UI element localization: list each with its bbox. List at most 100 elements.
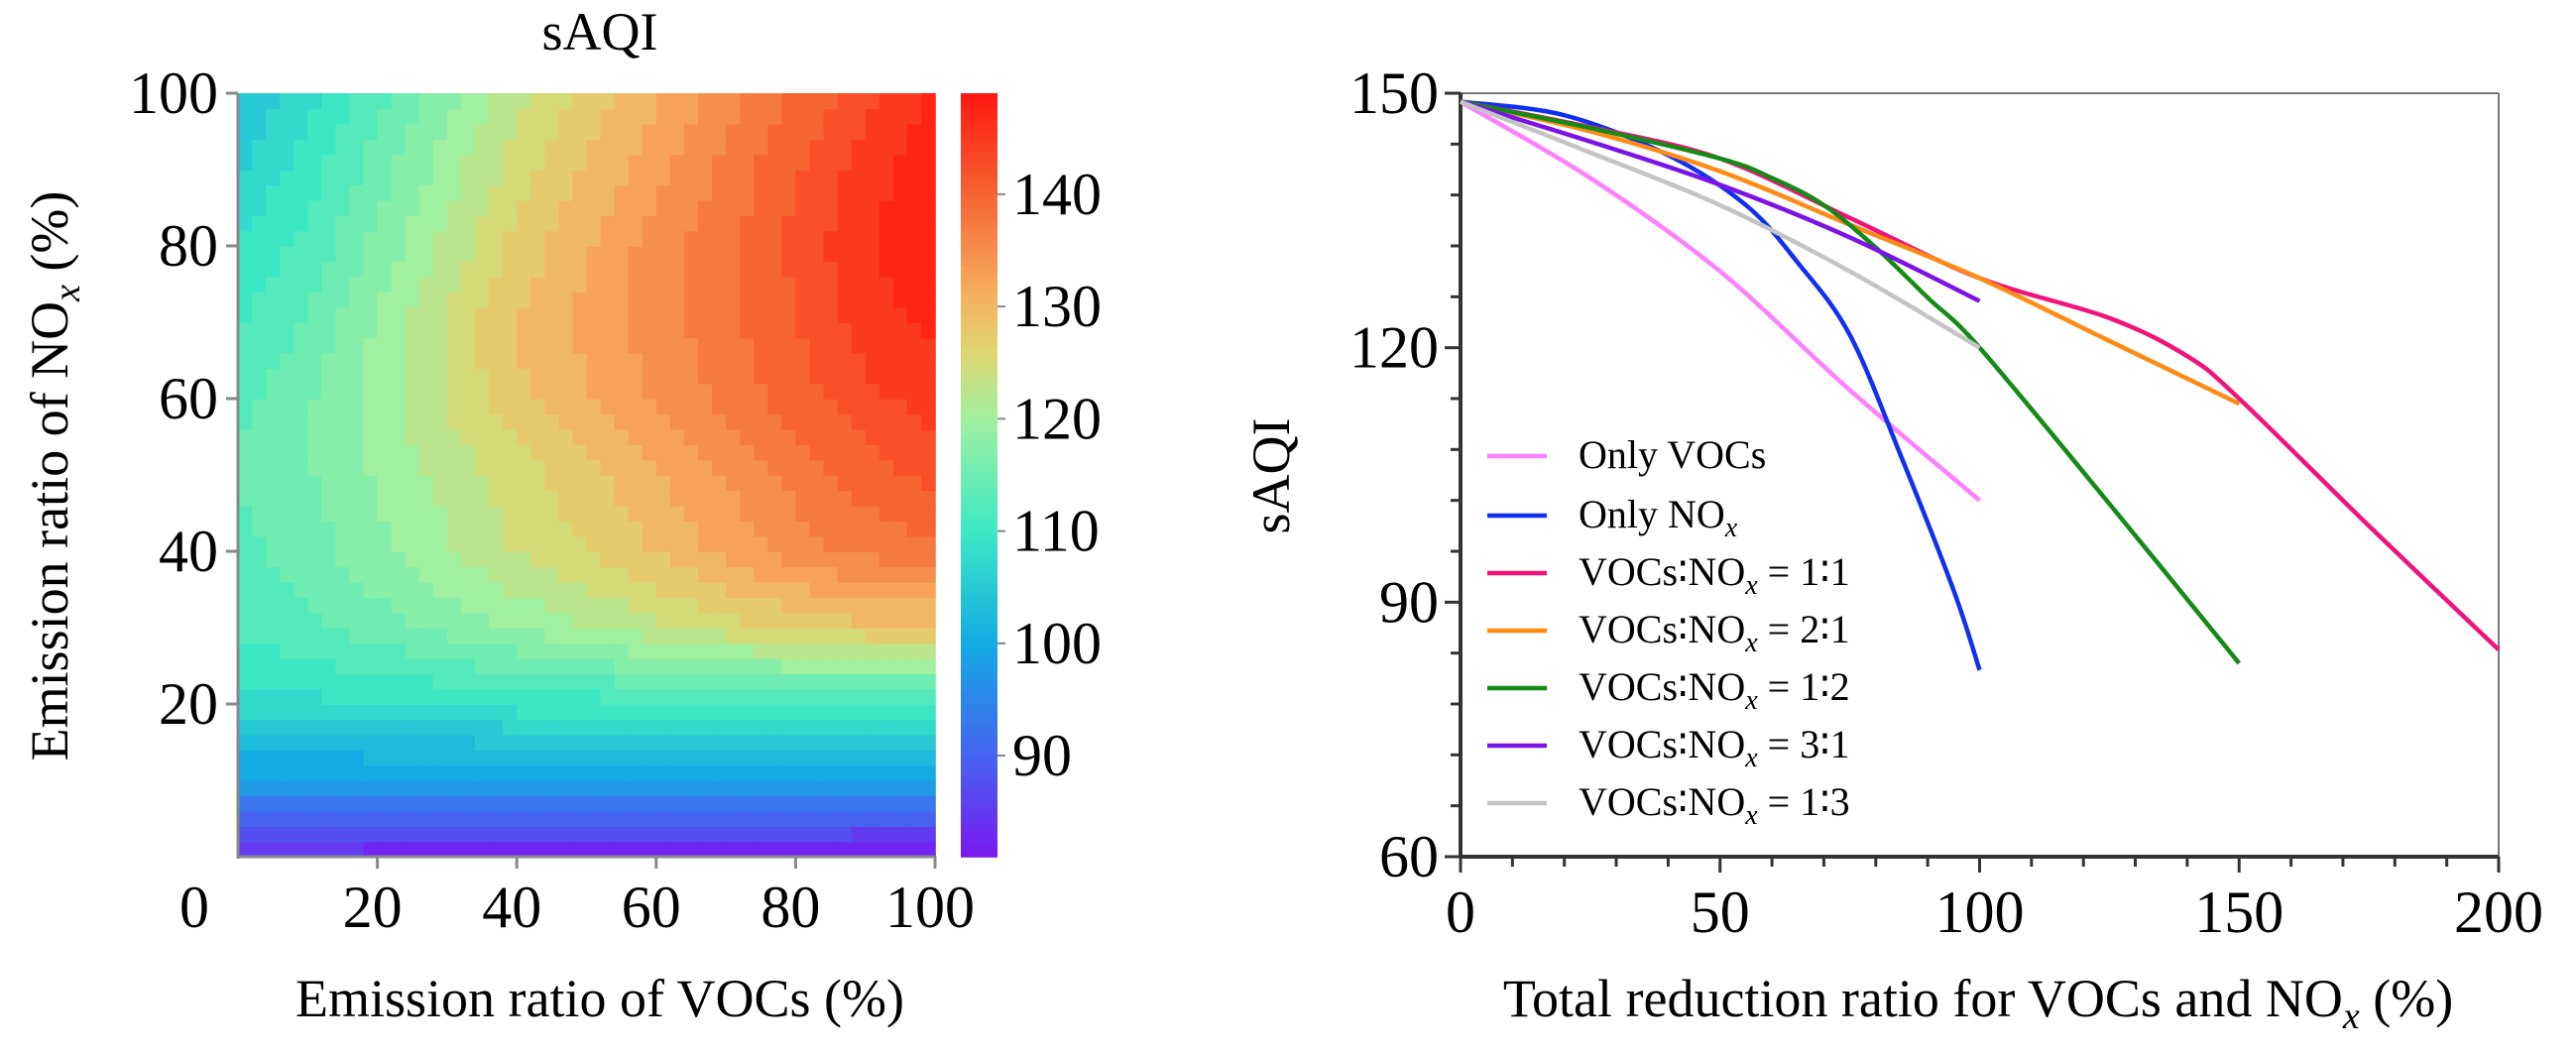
heatmap-cell [851,383,867,400]
heatmap-cell [280,750,295,766]
heatmap-cell [655,261,671,278]
heatmap-cell [517,108,532,125]
heatmap-cell [307,337,323,354]
heatmap-cell [446,352,462,369]
heatmap-cell [795,810,811,827]
heatmap-cell [530,292,546,308]
colorbar-segment [961,118,997,126]
heatmap-cell [767,673,783,690]
heatmap-cell [586,535,602,552]
heatmap-cell [252,459,267,476]
heatmap-cell [809,780,825,797]
heatmap-cell [432,734,448,751]
heatmap-cell [809,657,825,674]
heatmap-cell [363,734,379,751]
heatmap-cell [418,199,434,216]
heatmap-cell [809,612,825,629]
heatmap-cell [321,673,337,690]
heatmap-cell [795,826,811,843]
colorbar-segment [961,640,997,648]
heatmap-cell [293,139,309,156]
heatmap-cell [920,322,936,339]
heatmap-cell [712,566,727,583]
heatmap-cell [432,566,448,583]
heatmap-cell [851,795,867,812]
heatmap-cell [391,230,407,247]
heatmap-cell [865,459,880,476]
heatmap-cell [781,292,797,308]
heatmap-cell [460,276,476,293]
heatmap-cell [460,123,476,140]
heatmap-cell [878,444,894,461]
heatmap-cell [683,597,699,614]
heatmap-cell [740,444,756,461]
heatmap-cell [238,413,253,430]
heatmap-cell [906,657,922,674]
heatmap-cell [517,322,532,339]
heatmap-cell [823,199,839,216]
heatmap-cell [726,139,741,156]
heatmap-cell [391,108,407,125]
heatmap-cell [544,750,560,766]
heatmap-cell [307,826,323,843]
heatmap-cell [683,170,699,186]
heatmap-cell [446,750,462,766]
heatmap-cell [586,399,602,415]
heatmap-cell [418,551,434,568]
heatmap-cell [280,123,295,140]
heatmap-cell [642,581,657,598]
heatmap-cell [252,428,267,445]
heatmap-cell [906,261,922,278]
heatmap-cell [767,368,783,385]
heatmap-cell [851,108,867,125]
heatmap-cell [697,170,713,186]
heatmap-cell [377,490,393,507]
heatmap-cell [878,93,894,110]
heatmap-cell [837,475,853,492]
heatmap-cell [795,123,811,140]
heatmap-cell [795,444,811,461]
heatmap-cell [878,399,894,415]
heatmap-cell [307,184,323,201]
heatmap-cell [683,628,699,644]
heatmap-cell [851,322,867,339]
heatmap-cell [377,428,393,445]
heatmap-cell [489,399,504,415]
heatmap-cell [266,826,281,843]
heatmap-cell [614,139,630,156]
heatmap-cell [252,413,267,430]
heatmap-cell [349,810,365,827]
heatmap-cell [600,383,616,400]
heatmap-cell [418,566,434,583]
heatmap-cell [307,459,323,476]
heatmap-cell [363,261,379,278]
heatmap-cell [586,643,602,659]
heatmap-cell [252,215,267,232]
heatmap-cell [754,413,769,430]
heatmap-cell [600,795,616,812]
heatmap-cell [377,688,393,705]
heatmap-cell [837,383,853,400]
heatmap-cell [335,673,351,690]
heatmap-cell [642,368,657,385]
heatmap-cell [837,108,853,125]
heatmap-cell [892,306,908,323]
legend-label-main: VOCs∶NO [1579,607,1745,651]
heatmap-cell [906,704,922,721]
heatmap-cell [293,826,309,843]
heatmap-cell [544,764,560,781]
heatmap-cell [795,383,811,400]
heatmap-cell [517,810,532,827]
heatmap-cell [489,612,504,629]
heatmap-cell [712,810,727,827]
heatmap-cell [432,444,448,461]
heatmap-cell [726,215,741,232]
heatmap-cell [558,688,574,705]
heatmap-cell [460,780,476,797]
heatmap-cell [377,704,393,721]
heatmap-cell [865,123,880,140]
colorbar-segment [961,386,997,394]
heatmap-cell [460,841,476,858]
heatmap-cell [837,306,853,323]
heatmap-cell [614,215,630,232]
